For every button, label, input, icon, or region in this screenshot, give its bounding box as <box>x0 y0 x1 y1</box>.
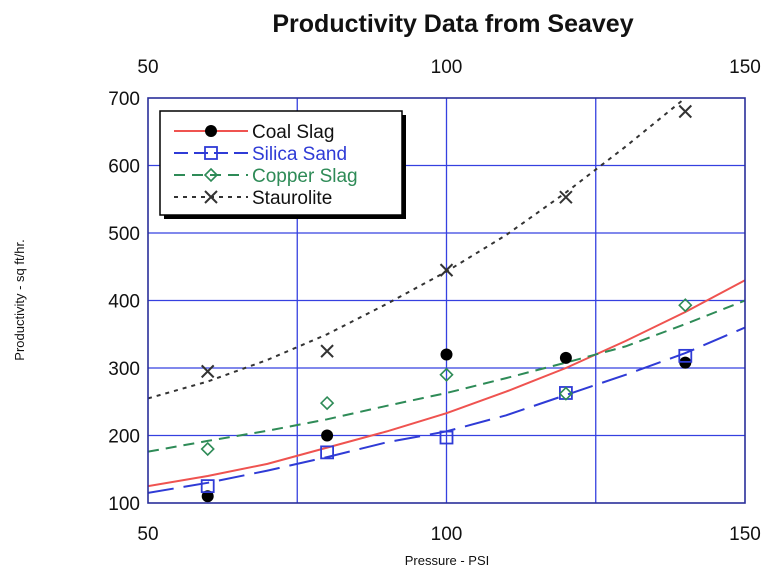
axis-ticks: 100 200 300 400 500 600 700 50 100 150 50 100 150 <box>108 57 761 545</box>
legend-marker-silica-sand <box>204 146 218 160</box>
y-tick-label: 600 <box>108 157 140 178</box>
coal-slag-point <box>440 348 453 361</box>
legend-label-staurolite: Staurolite <box>252 188 332 209</box>
silica-sand-point <box>439 430 454 445</box>
copper-slag-point <box>319 395 335 411</box>
staurolite-point <box>559 190 573 204</box>
plot-series <box>148 98 745 503</box>
coal-slag-point <box>201 490 214 503</box>
copper-slag-point <box>439 367 454 382</box>
y-tick-label: 400 <box>108 292 140 313</box>
legend-marker-copper-slag <box>203 167 219 183</box>
copper-slag-point <box>678 298 693 313</box>
coal-slag-point <box>559 351 572 364</box>
staurolite-point <box>320 344 334 358</box>
y-tick-label: 700 <box>108 89 140 110</box>
silica-sand-point <box>200 479 215 494</box>
staurolite-point <box>200 364 215 379</box>
legend-marker-staurolite <box>204 190 218 204</box>
y-tick-label: 300 <box>108 359 140 380</box>
legend-label-copper-slag: Copper Slag <box>252 166 358 187</box>
legend-marker-coal-slag <box>205 125 217 137</box>
plot-border <box>147 97 746 504</box>
legend-label-silica-sand: Silica Sand <box>252 144 347 165</box>
y-axis-label: Productivity - sq ft/hr. <box>12 239 27 360</box>
y-tick-label: 100 <box>108 494 140 515</box>
x-tick-label: 150 <box>729 524 761 545</box>
legend-label-coal-slag: Coal Slag <box>252 122 334 143</box>
staurolite-fit-line <box>148 98 686 400</box>
copper-slag-fit-line <box>148 299 745 453</box>
x-tick-label: 50 <box>137 524 158 545</box>
top-x-tick-label: 150 <box>729 57 761 78</box>
y-tick-label: 500 <box>108 224 140 245</box>
x-tick-label: 100 <box>431 524 463 545</box>
copper-slag-point <box>200 441 215 457</box>
x-axis-label: Pressure - PSI <box>405 553 490 568</box>
copper-slag-point <box>558 386 574 401</box>
silica-sand-point <box>320 445 335 460</box>
silica-sand-point <box>678 348 693 363</box>
top-x-tick-label: 50 <box>137 57 158 78</box>
coal-slag-fit-line <box>148 279 745 488</box>
staurolite-point <box>439 263 454 277</box>
legend-box <box>159 110 403 216</box>
plot-frame <box>147 97 746 504</box>
y-tick-label: 200 <box>108 427 140 448</box>
top-x-tick-label: 100 <box>431 57 463 78</box>
staurolite-point <box>678 104 693 119</box>
chart-title: Productivity Data from Seavey <box>272 10 633 38</box>
coal-slag-point <box>321 429 334 442</box>
